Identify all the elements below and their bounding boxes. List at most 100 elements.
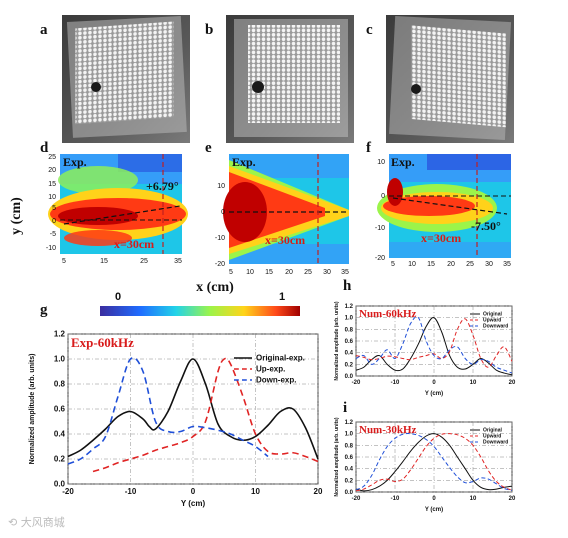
y-tick-label: 0.6 bbox=[54, 405, 66, 414]
y-tick-f: 0 bbox=[381, 193, 385, 200]
x-tick-e: 5 bbox=[229, 269, 233, 276]
photo-c bbox=[386, 15, 514, 143]
x-tick-label: -20 bbox=[352, 496, 361, 502]
x-tick-label: -10 bbox=[125, 487, 137, 496]
x-tick-e: 25 bbox=[304, 269, 312, 276]
series-line-original bbox=[355, 433, 513, 492]
y-axis-label: Normalized amplitude (arb. units) bbox=[334, 417, 340, 497]
y-tick-f: -20 bbox=[375, 255, 385, 262]
y-tick-label: 1.0 bbox=[345, 316, 354, 322]
x-ticks-d: 5 15 25 35 bbox=[62, 258, 182, 265]
x-tick-label: -20 bbox=[62, 487, 74, 496]
panel-label-a: a bbox=[40, 22, 48, 38]
y-tick-label: 1.2 bbox=[345, 304, 354, 310]
panel-label-h: h bbox=[343, 278, 352, 294]
y-ticks-e: 10 0 -10 -20 bbox=[215, 183, 225, 268]
heatmap-f: Exp. -7.50° x=30cm 10 0 -10 -20 5 10 15 … bbox=[375, 154, 511, 268]
x-tick-label: 10 bbox=[470, 380, 477, 386]
x-axis-label: Y (cm) bbox=[425, 391, 443, 397]
y-tick-label: 1.0 bbox=[54, 355, 66, 364]
x-tick-f: 20 bbox=[447, 261, 455, 268]
y-tick-label: 0.2 bbox=[54, 455, 66, 464]
angle-label-d: +6.79° bbox=[146, 179, 179, 193]
x-tick-d: 25 bbox=[140, 258, 148, 265]
y-tick-label: 0.2 bbox=[345, 362, 354, 368]
xline-label-d: x=30cm bbox=[114, 237, 154, 251]
y-tick-d: 0 bbox=[52, 218, 56, 225]
legend-label: Up-exp. bbox=[256, 365, 285, 374]
photo-a bbox=[62, 15, 190, 143]
x-tick-label: 20 bbox=[509, 380, 516, 386]
heatmap-d: Exp. +6.79° x=30cm 25 20 15 10 5 0 -5 -1… bbox=[46, 154, 188, 265]
x-tick-f: 35 bbox=[503, 261, 511, 268]
y-tick-e: -20 bbox=[215, 261, 225, 268]
x-tick-label: -10 bbox=[391, 380, 400, 386]
legend-label: Original bbox=[483, 428, 503, 434]
x-axis-title-maps: x (cm) bbox=[196, 280, 234, 295]
panel-label-i: i bbox=[343, 400, 348, 416]
y-tick-f: 10 bbox=[377, 159, 385, 166]
x-tick-d: 15 bbox=[100, 258, 108, 265]
y-tick-label: 0.4 bbox=[345, 351, 354, 357]
chart-h: -20 -10 0 10 20 0.0 0.2 0.4 0.6 0.8 1.0 1.2 Original… bbox=[334, 301, 516, 397]
legend-label: Upward bbox=[483, 434, 501, 440]
x-tick-e: 15 bbox=[265, 269, 273, 276]
panel-label-e: e bbox=[205, 140, 212, 156]
chart-title: Num-30kHz bbox=[359, 424, 417, 436]
x-tick-e: 30 bbox=[323, 269, 331, 276]
y-axis-label: Normalized amplitude (arb. units) bbox=[334, 301, 340, 381]
series-line-original-exp- bbox=[67, 358, 319, 460]
x-tick-label: 10 bbox=[251, 487, 260, 496]
y-ticks-d: 25 20 15 10 5 0 -5 -10 bbox=[46, 154, 56, 252]
x-tick-e: 35 bbox=[341, 269, 349, 276]
y-tick-d: 15 bbox=[48, 181, 56, 188]
x-ticks-f: 5 10 15 20 25 30 35 bbox=[391, 261, 511, 268]
x-tick-label: 20 bbox=[509, 496, 516, 502]
panel-label-f: f bbox=[366, 140, 371, 156]
x-tick-f: 5 bbox=[391, 261, 395, 268]
y-tick-e: 0 bbox=[221, 209, 225, 216]
y-tick-label: 0.4 bbox=[54, 430, 66, 439]
x-axis-label: Y (cm) bbox=[425, 507, 443, 513]
y-axis-title: y (cm) bbox=[9, 197, 24, 235]
y-ticks-f: 10 0 -10 -20 bbox=[375, 159, 385, 262]
series-line-downward bbox=[355, 316, 513, 374]
x-tick-label: -10 bbox=[391, 496, 400, 502]
x-tick-label: 20 bbox=[314, 487, 323, 496]
y-tick-label: 0.8 bbox=[54, 380, 66, 389]
x-tick-label: 0 bbox=[432, 496, 436, 502]
y-tick-d: -5 bbox=[50, 231, 56, 238]
y-tick-d: 20 bbox=[48, 167, 56, 174]
y-tick-label: 1.0 bbox=[345, 432, 354, 438]
panel-label-b: b bbox=[205, 22, 214, 38]
y-tick-e: -10 bbox=[215, 235, 225, 242]
colorbar-min-label: 0 bbox=[115, 291, 121, 303]
y-tick-label: 0.0 bbox=[345, 490, 354, 496]
y-tick-label: 0.6 bbox=[345, 339, 354, 345]
chart-title: Exp-60kHz bbox=[71, 335, 134, 350]
y-tick-d: 5 bbox=[52, 205, 56, 212]
panel-label-d: d bbox=[40, 140, 49, 156]
exp-label-d: Exp. bbox=[63, 155, 87, 169]
y-axis-title-maps: y (cm) bbox=[9, 197, 24, 235]
panel-label-c: c bbox=[366, 22, 373, 38]
x-tick-d: 35 bbox=[174, 258, 182, 265]
xline-label-e: x=30cm bbox=[265, 233, 305, 247]
y-tick-label: 0.2 bbox=[345, 478, 354, 484]
x-axis-title: x (cm) bbox=[196, 280, 234, 295]
y-axis-label: Normalized amplitude (arb. units) bbox=[29, 354, 36, 465]
colorbar-gradient bbox=[100, 306, 300, 316]
chart-title: Num-60kHz bbox=[359, 308, 417, 320]
x-axis-label: Y (cm) bbox=[181, 499, 206, 508]
panel-label-g: g bbox=[40, 302, 48, 318]
x-tick-f: 30 bbox=[485, 261, 493, 268]
x-ticks-e: 5 10 15 20 25 30 35 bbox=[229, 269, 349, 276]
x-tick-e: 20 bbox=[285, 269, 293, 276]
y-tick-d: 25 bbox=[48, 154, 56, 161]
xline-label-f: x=30cm bbox=[421, 231, 461, 245]
x-tick-label: 0 bbox=[191, 487, 196, 496]
legend-label: Down-exp. bbox=[256, 376, 296, 385]
legend-label: Downward bbox=[483, 440, 508, 446]
x-tick-d: 5 bbox=[62, 258, 66, 265]
legend-label: Upward bbox=[483, 318, 501, 324]
